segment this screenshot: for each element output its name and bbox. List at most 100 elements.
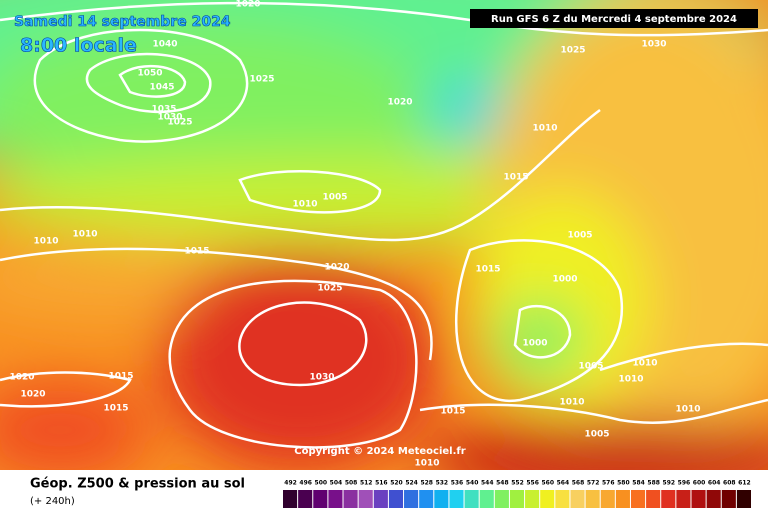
scale-swatch	[676, 490, 691, 508]
isobar-label: 1030	[309, 373, 334, 383]
scale-swatch	[388, 490, 404, 508]
isobar-label: 1025	[317, 284, 342, 294]
scale-swatch	[313, 490, 328, 508]
scale-swatch	[585, 490, 600, 508]
scale-label: 584	[632, 480, 645, 487]
isobar-label: 1025	[560, 46, 585, 56]
scale-label: 508	[345, 480, 358, 487]
scale-label: 572	[587, 480, 600, 487]
isobar-label: 1015	[108, 372, 133, 382]
isobars	[0, 1, 768, 449]
footer-title: Géop. Z500 & pression au sol	[30, 477, 245, 492]
isobar-label: 1030	[641, 40, 666, 50]
scale-label: 516	[375, 480, 388, 487]
scale-label: 580	[617, 480, 630, 487]
isobar-label: 1040	[152, 40, 177, 50]
isobar-label: 1010	[618, 375, 643, 385]
isobar-label: 1010	[33, 237, 58, 247]
isobar-label: 1020	[20, 390, 45, 400]
isobar-label: 1020	[9, 373, 34, 383]
date-title: Samedi 14 septembre 2024	[14, 14, 231, 30]
scale-label: 504	[330, 480, 343, 487]
scale-swatch	[494, 490, 509, 508]
scale-label: 608	[723, 480, 736, 487]
scale-label: 500	[315, 480, 328, 487]
scale-label: 564	[557, 480, 570, 487]
isobar-label: 1025	[249, 75, 274, 85]
isobar-label: 1010	[72, 230, 97, 240]
scale-swatch	[736, 490, 751, 508]
time-title: 8:00 locale	[20, 35, 137, 57]
isobar-label: 1015	[503, 173, 528, 183]
isobar-label: 1050	[137, 69, 162, 79]
scale-swatch	[691, 490, 706, 508]
scale-swatch	[646, 490, 661, 508]
isobar-label: 1005	[322, 193, 347, 203]
isobar-label: 1000	[522, 339, 547, 349]
isobar-label: 1020	[387, 98, 412, 108]
isobar-label: 1015	[440, 407, 465, 417]
scale-label: 556	[526, 480, 539, 487]
scale-swatch	[706, 490, 721, 508]
isobar-label: 1010	[532, 124, 557, 134]
scale-label: 596	[678, 480, 691, 487]
scale-label: 612	[738, 480, 751, 487]
scale-label: 576	[602, 480, 615, 487]
field	[0, 0, 768, 470]
scale-label: 524	[405, 480, 418, 487]
isobar-label: 1020	[324, 263, 349, 273]
copyright: Copyright © 2024 Meteociel.fr	[294, 446, 465, 457]
run-label: Run GFS 6 Z du Mercredi 4 septembre 2024	[491, 14, 737, 25]
scale-swatch	[555, 490, 570, 508]
scale-swatch	[479, 490, 494, 508]
isobar-label: 1030	[157, 113, 182, 123]
isobar-label: 1035	[151, 105, 176, 115]
isobar-label: 1045	[149, 83, 174, 93]
isobar-label: 1015	[475, 265, 500, 275]
scale-swatch	[540, 490, 555, 508]
isobar-label: 1010	[414, 459, 439, 469]
scale-swatch	[464, 490, 479, 508]
scale-swatch	[343, 490, 358, 508]
scale-swatch	[373, 490, 388, 508]
scale-label: 528	[420, 480, 433, 487]
scale-label: 540	[466, 480, 479, 487]
scale-swatch	[630, 490, 646, 508]
scale-swatch	[419, 490, 434, 508]
scale-label: 552	[511, 480, 524, 487]
scale-swatch	[283, 490, 298, 508]
isobar-label: 1010	[292, 200, 317, 210]
isobar-labels: 1020104010501045103510301025102510201025…	[9, 0, 700, 469]
scale-label: 548	[496, 480, 509, 487]
scale-swatch	[509, 490, 525, 508]
scale-label: 520	[390, 480, 403, 487]
scale-label: 588	[647, 480, 660, 487]
isobar-label: 1005	[584, 430, 609, 440]
isobar-label: 1020	[235, 0, 260, 10]
isobar-label: 1005	[567, 231, 592, 241]
scale-swatch	[570, 490, 585, 508]
scale-label: 568	[572, 480, 585, 487]
scale-swatch	[600, 490, 615, 508]
scale-swatch	[404, 490, 419, 508]
isobar-label: 1000	[552, 275, 577, 285]
color-scale: 492 496 500 504 508 512 516 520 524 528 532 536 540 5…	[283, 480, 751, 508]
isobar-label: 1005	[578, 362, 603, 372]
isobar-label: 1010	[632, 359, 657, 369]
isobar-label: 1025	[167, 118, 192, 128]
scale-label: 560	[541, 480, 554, 487]
footer-lead: (+ 240h)	[30, 496, 75, 507]
scale-swatch	[721, 490, 736, 508]
scale-label: 512	[360, 480, 373, 487]
scale-label: 604	[708, 480, 721, 487]
scale-label: 600	[693, 480, 706, 487]
isobar-label: 1015	[103, 404, 128, 414]
scale-swatch	[434, 490, 449, 508]
scale-label: 592	[663, 480, 676, 487]
scale-label: 536	[451, 480, 464, 487]
scale-swatch	[298, 490, 313, 508]
scale-label: 544	[481, 480, 494, 487]
isobar-label: 1015	[184, 247, 209, 257]
scale-label: 532	[436, 480, 449, 487]
scale-swatch	[449, 490, 464, 508]
